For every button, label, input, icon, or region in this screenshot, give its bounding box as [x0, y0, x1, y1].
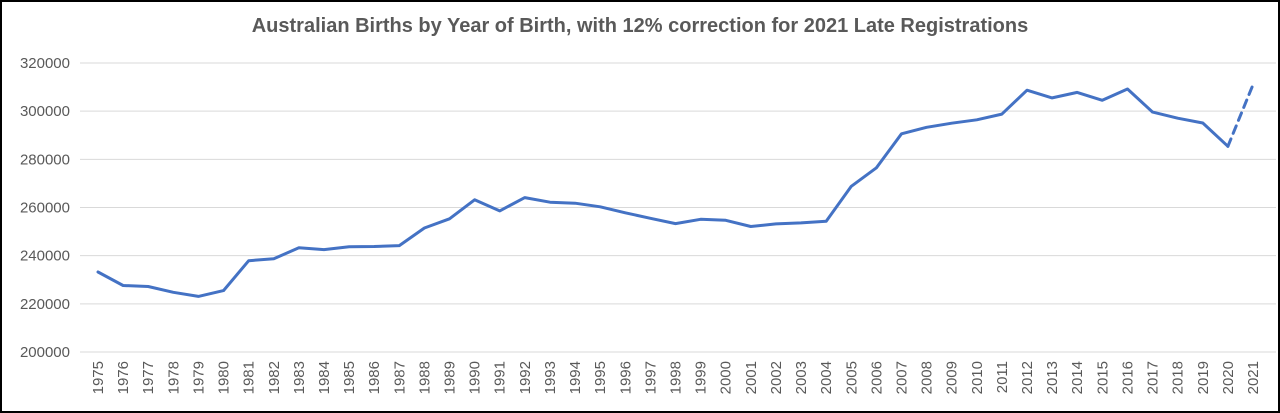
y-tick-label: 220000: [20, 296, 70, 313]
x-tick-label: 1990: [467, 361, 484, 394]
x-tick-label: 1992: [517, 361, 534, 394]
x-tick-label: 1998: [668, 361, 685, 394]
x-tick-label: 2003: [793, 361, 810, 394]
y-tick-label: 200000: [20, 344, 70, 361]
x-tick-label: 2006: [868, 361, 885, 394]
x-tick-label: 1991: [492, 361, 509, 394]
x-tick-label: 2005: [843, 361, 860, 394]
y-tick-label: 320000: [20, 55, 70, 72]
x-tick-label: 1986: [366, 361, 383, 394]
x-tick-label: 1981: [241, 361, 258, 394]
x-tick-label: 2016: [1119, 361, 1136, 394]
y-tick-label: 280000: [20, 151, 70, 168]
x-tick-label: 1996: [617, 361, 634, 394]
y-axis-labels: 200000 220000 240000 260000 280000 300000 3200…: [20, 55, 70, 361]
births-line-solid: [96, 87, 1230, 298]
x-tick-label: 1999: [693, 361, 710, 394]
x-tick-label: 2019: [1195, 361, 1212, 394]
x-tick-label: 1987: [391, 361, 408, 394]
x-tick-label: 2014: [1069, 361, 1086, 394]
y-tick-label: 260000: [20, 200, 70, 217]
x-tick-label: 1995: [592, 361, 609, 394]
x-tick-label: 2008: [919, 361, 936, 394]
x-tick-label: 2002: [768, 361, 785, 394]
chart-title: Australian Births by Year of Birth, with…: [251, 15, 1029, 37]
x-tick-label: 2013: [1044, 361, 1061, 394]
x-tick-label: 1977: [140, 361, 157, 394]
x-tick-label: 1988: [416, 361, 433, 394]
births-line-dashed-projection: [1226, 83, 1255, 148]
y-tick-label: 300000: [20, 103, 70, 120]
x-tick-label: 2007: [893, 361, 910, 394]
x-tick-label: 1989: [442, 361, 459, 394]
x-tick-label: 2018: [1170, 361, 1187, 394]
x-tick-label: 1975: [90, 361, 107, 394]
x-tick-label: 1985: [341, 361, 358, 394]
x-tick-label: 1982: [266, 361, 283, 394]
x-tick-label: 1984: [316, 361, 333, 394]
x-axis-labels: 1975 1976 1977 1978 1979 1980 1981 1982 1983 1984…: [90, 361, 1262, 394]
x-tick-label: 1979: [190, 361, 207, 394]
x-tick-label: 2012: [1019, 361, 1036, 394]
x-tick-label: 1978: [165, 361, 182, 394]
x-tick-label: 2021: [1245, 361, 1262, 394]
x-tick-label: 1993: [542, 361, 559, 394]
x-tick-label: 2000: [718, 361, 735, 394]
x-tick-label: 1983: [291, 361, 308, 394]
x-tick-label: 1994: [567, 361, 584, 394]
x-tick-label: 2011: [994, 361, 1011, 393]
x-tick-label: 1980: [216, 361, 233, 394]
x-tick-label: 2010: [969, 361, 986, 394]
x-tick-label: 2009: [944, 361, 961, 394]
x-tick-label: 2017: [1145, 361, 1162, 394]
y-tick-label: 240000: [20, 248, 70, 265]
x-tick-label: 2020: [1220, 361, 1237, 394]
x-tick-label: 2004: [818, 361, 835, 394]
x-tick-label: 2001: [743, 361, 760, 394]
x-tick-label: 2015: [1094, 361, 1111, 394]
x-tick-label: 1997: [642, 361, 659, 394]
gridlines: [80, 62, 1276, 353]
x-tick-label: 1976: [115, 361, 132, 394]
